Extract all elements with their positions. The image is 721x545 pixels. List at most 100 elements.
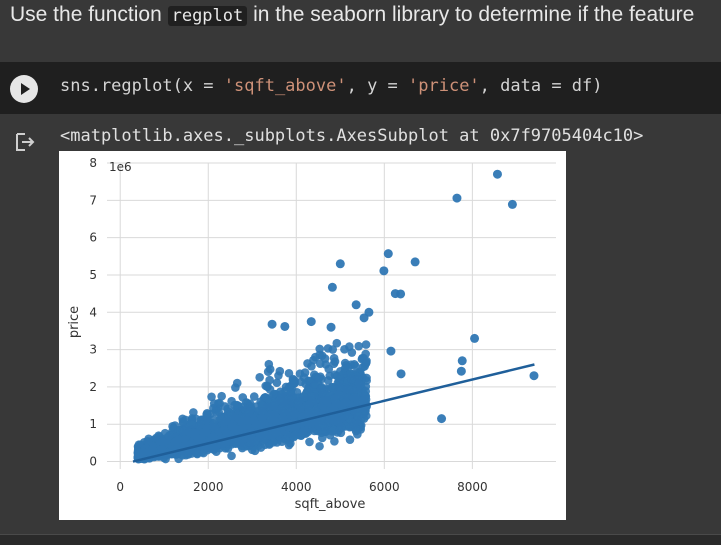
y-offset-label: 1e6 bbox=[109, 160, 132, 174]
scatter-point bbox=[178, 417, 188, 426]
scatter-point bbox=[227, 422, 237, 431]
scatter-point bbox=[187, 449, 196, 458]
y-tick-labels: 0 1 2 3 4 5 6 7 8 bbox=[89, 156, 97, 469]
code-cell[interactable]: sns.regplot(x = 'sqft_above', y = 'price… bbox=[0, 62, 721, 114]
inline-code: regplot bbox=[167, 6, 248, 26]
scatter-point bbox=[259, 431, 268, 440]
scatter-point bbox=[158, 437, 167, 446]
scatter-point bbox=[311, 405, 320, 415]
scatter-point bbox=[305, 437, 314, 447]
scatter-point bbox=[452, 193, 462, 203]
scatter-point bbox=[437, 414, 447, 424]
scatter-point bbox=[457, 356, 467, 366]
scatter-point bbox=[340, 345, 349, 354]
scatter-point bbox=[335, 259, 345, 269]
scatter-point bbox=[362, 356, 371, 366]
scatter-point bbox=[215, 399, 224, 408]
scatter-point bbox=[336, 422, 346, 432]
scatter-point bbox=[281, 435, 290, 444]
x-axis-label: sqft_above bbox=[295, 497, 366, 512]
x-tick-label: 0 bbox=[116, 480, 124, 494]
scatter-point bbox=[148, 444, 157, 454]
scatter-point bbox=[332, 338, 342, 348]
scatter-point bbox=[327, 282, 337, 292]
scatter-cloud bbox=[133, 338, 371, 464]
scatter-point bbox=[299, 373, 309, 382]
y-tick-label: 8 bbox=[89, 156, 97, 170]
scatter-point bbox=[351, 300, 361, 310]
scatter-point bbox=[190, 428, 199, 438]
scatter-point bbox=[203, 414, 212, 423]
scatter-point bbox=[328, 383, 337, 392]
scatter-point bbox=[230, 400, 240, 410]
scatter-point bbox=[351, 393, 361, 403]
code-suffix: , data = df) bbox=[479, 76, 603, 96]
x-tick-label: 4000 bbox=[281, 480, 312, 494]
cell-output: <matplotlib.axes._subplots.AxesSubplot a… bbox=[0, 114, 721, 534]
bottom-divider bbox=[0, 534, 721, 545]
markdown-suffix: in the seaborn library to determine if t… bbox=[247, 3, 695, 26]
y-tick-label: 4 bbox=[89, 305, 97, 319]
scatter-point bbox=[315, 441, 324, 451]
scatter-point bbox=[290, 409, 300, 419]
scatter-point bbox=[361, 349, 370, 359]
regression-line bbox=[132, 363, 535, 463]
scatter-point bbox=[335, 383, 344, 393]
scatter-point bbox=[198, 428, 208, 438]
scatter-point bbox=[303, 385, 313, 395]
scatter-point bbox=[324, 364, 334, 374]
scatter-point bbox=[326, 322, 336, 332]
scatter-point bbox=[263, 367, 273, 376]
scatter-point bbox=[347, 374, 356, 384]
scatter-point bbox=[390, 289, 400, 299]
scatter-point bbox=[277, 389, 287, 399]
scatter-point bbox=[335, 373, 345, 383]
scatter-point bbox=[359, 313, 369, 323]
code-editor-line[interactable]: sns.regplot(x = 'sqft_above', y = 'price… bbox=[60, 76, 603, 96]
scatter-point bbox=[281, 382, 291, 392]
scatter-point bbox=[207, 392, 216, 402]
scatter-point bbox=[290, 431, 300, 440]
scatter-point bbox=[396, 369, 406, 379]
y-tick-label: 3 bbox=[89, 343, 97, 357]
scatter-point bbox=[342, 398, 351, 407]
markdown-cell: Use the function regplot in the seaborn … bbox=[0, 0, 721, 62]
scatter-point bbox=[344, 413, 354, 423]
scatter-points bbox=[267, 169, 539, 424]
scatter-point bbox=[280, 321, 290, 331]
scatter-point bbox=[173, 435, 183, 444]
scatter-point bbox=[257, 413, 267, 423]
code-separator: , y = bbox=[346, 76, 409, 96]
scatter-point bbox=[304, 400, 314, 410]
scatter-point bbox=[334, 390, 344, 399]
scatter-point bbox=[321, 396, 331, 405]
scatter-point bbox=[222, 428, 232, 438]
scatter-point bbox=[361, 386, 371, 396]
regplot-chart: 0 2000 4000 6000 8000 0 1 2 3 4 5 6 7 8 sqft_above p… bbox=[67, 156, 556, 512]
scatter-point bbox=[186, 419, 196, 429]
scatter-point bbox=[217, 391, 226, 401]
scatter-point bbox=[237, 443, 247, 453]
scatter-point bbox=[470, 333, 480, 343]
scatter-point bbox=[323, 376, 333, 385]
scatter-point bbox=[296, 431, 306, 440]
scatter-point bbox=[278, 397, 288, 407]
scatter-point bbox=[379, 266, 389, 276]
scatter-point bbox=[232, 378, 242, 388]
output-repr-text: <matplotlib.axes._subplots.AxesSubplot a… bbox=[60, 126, 644, 146]
x-tick-label: 6000 bbox=[369, 480, 400, 494]
scatter-point bbox=[271, 428, 280, 438]
scatter-point bbox=[353, 412, 363, 421]
scatter-point bbox=[303, 359, 312, 368]
run-cell-button[interactable] bbox=[10, 75, 38, 103]
scatter-point bbox=[323, 344, 333, 353]
scatter-point bbox=[246, 404, 256, 413]
scatter-point bbox=[342, 384, 351, 394]
scatter-point bbox=[351, 361, 360, 371]
scatter-point bbox=[314, 417, 324, 427]
scatter-point bbox=[227, 451, 236, 461]
scatter-point bbox=[252, 419, 261, 429]
scatter-point bbox=[329, 353, 339, 363]
scatter-point bbox=[492, 169, 502, 179]
scatter-point bbox=[347, 348, 357, 357]
